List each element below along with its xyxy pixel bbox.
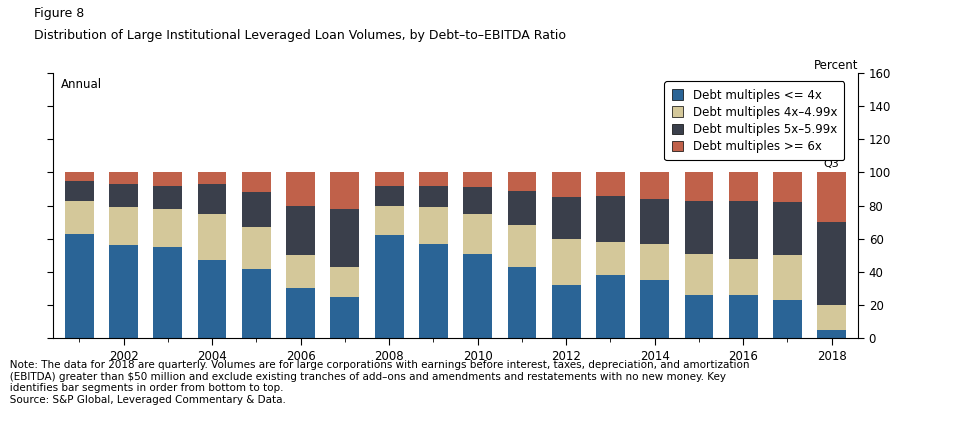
Bar <box>65 181 94 201</box>
Bar <box>419 207 448 244</box>
Bar <box>507 225 536 267</box>
Bar <box>773 255 802 300</box>
Bar <box>463 187 492 214</box>
Bar <box>242 192 270 227</box>
Text: Q3: Q3 <box>824 159 840 169</box>
Bar <box>641 199 669 244</box>
Bar <box>773 172 802 202</box>
Bar <box>109 184 138 207</box>
Legend: Debt multiples <= 4x, Debt multiples 4x–4.99x, Debt multiples 5x–5.99x, Debt mul: Debt multiples <= 4x, Debt multiples 4x–… <box>665 81 844 160</box>
Text: Note: The data for 2018 are quarterly. Volumes are for large corporations with e: Note: The data for 2018 are quarterly. V… <box>0 360 750 405</box>
Bar <box>507 191 536 225</box>
Bar <box>729 259 758 295</box>
Bar <box>331 267 360 297</box>
Bar <box>551 285 580 338</box>
Bar <box>596 242 625 275</box>
Bar <box>596 172 625 195</box>
Bar <box>463 172 492 187</box>
Bar <box>551 197 580 239</box>
Bar <box>65 201 94 234</box>
Bar <box>685 254 713 295</box>
Bar <box>242 227 270 268</box>
Bar <box>109 207 138 245</box>
Bar <box>507 267 536 338</box>
Bar <box>641 172 669 199</box>
Bar <box>463 214 492 254</box>
Bar <box>198 214 226 260</box>
Bar <box>773 202 802 255</box>
Bar <box>729 172 758 201</box>
Text: Annual: Annual <box>60 78 102 91</box>
Text: Percent: Percent <box>814 59 858 72</box>
Text: Distribution of Large Institutional Leveraged Loan Volumes, by Debt–to–EBITDA Ra: Distribution of Large Institutional Leve… <box>34 29 566 42</box>
Bar <box>729 295 758 338</box>
Bar <box>551 239 580 285</box>
Bar <box>817 330 846 338</box>
Bar <box>242 172 270 192</box>
Bar <box>641 280 669 338</box>
Bar <box>729 201 758 259</box>
Bar <box>242 268 270 338</box>
Bar <box>596 195 625 242</box>
Text: Figure 8: Figure 8 <box>34 7 83 19</box>
Bar <box>331 172 360 209</box>
Bar <box>507 172 536 191</box>
Bar <box>331 209 360 267</box>
Bar <box>65 172 94 181</box>
Bar <box>375 235 404 338</box>
Bar <box>198 260 226 338</box>
Bar <box>153 172 182 186</box>
Bar <box>685 172 713 201</box>
Bar <box>375 186 404 206</box>
Bar <box>551 172 580 197</box>
Bar <box>685 201 713 254</box>
Bar <box>331 297 360 338</box>
Bar <box>419 172 448 186</box>
Bar <box>286 288 315 338</box>
Bar <box>109 245 138 338</box>
Bar <box>375 206 404 235</box>
Bar <box>286 255 315 288</box>
Bar <box>817 172 846 222</box>
Bar <box>685 295 713 338</box>
Bar <box>109 172 138 184</box>
Bar <box>596 275 625 338</box>
Bar <box>286 172 315 206</box>
Bar <box>419 186 448 207</box>
Bar <box>286 206 315 255</box>
Bar <box>65 234 94 338</box>
Bar <box>419 244 448 338</box>
Bar <box>153 209 182 247</box>
Bar <box>641 244 669 280</box>
Bar <box>198 184 226 214</box>
Bar <box>817 222 846 305</box>
Bar <box>375 172 404 186</box>
Bar <box>817 305 846 330</box>
Bar <box>463 254 492 338</box>
Bar <box>773 300 802 338</box>
Bar <box>153 247 182 338</box>
Bar <box>153 186 182 209</box>
Bar <box>198 172 226 184</box>
